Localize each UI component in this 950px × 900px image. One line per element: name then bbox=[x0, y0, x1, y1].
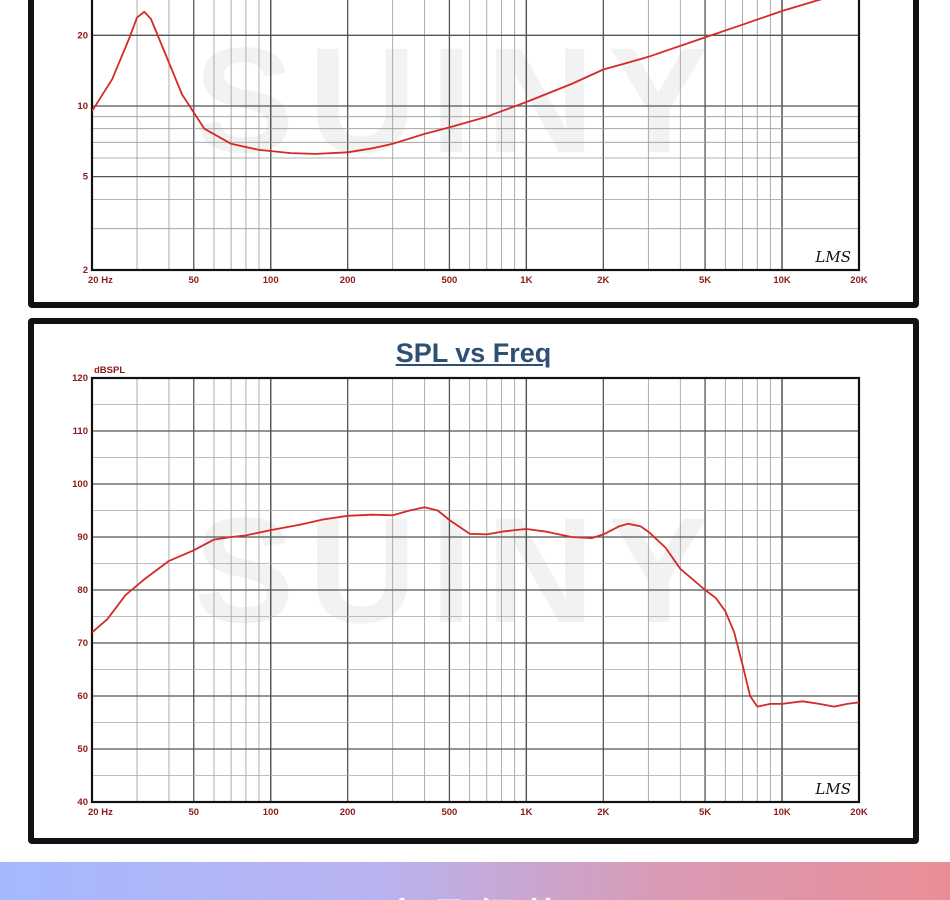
plot-frame bbox=[90, 376, 861, 804]
lms-brand-mark: LMS bbox=[814, 248, 851, 266]
chart-title: SPL vs Freq bbox=[395, 338, 552, 368]
y-tick-label: 100 bbox=[72, 479, 88, 490]
series-line bbox=[92, 506, 859, 708]
x-tick-label: 500 bbox=[441, 275, 457, 286]
impedance-chart-panel: SUINY 20 Hz 50 100 200 500 1K 2K 5K 10K 20K 2 5 10 20… bbox=[28, 0, 919, 308]
y-tick-label: 90 bbox=[77, 532, 88, 543]
y-tick-label: 110 bbox=[73, 426, 88, 437]
plot-frame bbox=[90, 0, 861, 272]
y-tick-label: 80 bbox=[77, 585, 88, 596]
x-tick-label: 100 bbox=[263, 275, 279, 286]
grid bbox=[91, 378, 860, 802]
x-tick-label: 2K bbox=[597, 807, 609, 818]
x-tick-label: 50 bbox=[188, 807, 199, 818]
impedance-chart: 20 Hz 50 100 200 500 1K 2K 5K 10K 20K 2 5 10 20 LMS bbox=[77, 0, 868, 286]
x-tick-label: 100 bbox=[263, 807, 279, 818]
x-tick-label: 10K bbox=[773, 275, 791, 286]
x-tick-label: 2K bbox=[597, 275, 609, 286]
section-banner: 产品细节 bbox=[0, 862, 950, 900]
y-axis-label: dBSPL bbox=[94, 365, 125, 376]
banner-title: 产品细节 bbox=[0, 886, 950, 900]
x-tick-label: 5K bbox=[699, 275, 711, 286]
y-tick-label: 70 bbox=[77, 638, 88, 649]
y-tick-label: 50 bbox=[77, 744, 88, 755]
x-tick-label: 50 bbox=[188, 275, 199, 286]
spl-chart-panel: SUINY SPL vs Freq 20 Hz 50 100 200 500 1K 2K 5K… bbox=[28, 318, 919, 844]
x-tick-label: 1K bbox=[520, 275, 532, 286]
y-tick-label: 2 bbox=[83, 265, 88, 276]
x-tick-label: 20K bbox=[850, 275, 868, 286]
x-tick-label: 200 bbox=[340, 807, 356, 818]
y-tick-label: 20 bbox=[77, 30, 88, 41]
x-tick-label: 200 bbox=[340, 275, 356, 286]
x-tick-label: 20 Hz bbox=[88, 275, 113, 286]
y-tick-label: 5 bbox=[83, 172, 89, 183]
y-tick-label: 60 bbox=[77, 691, 88, 702]
y-tick-label: 40 bbox=[77, 797, 88, 808]
x-tick-label: 5K bbox=[699, 807, 711, 818]
series-line bbox=[92, 0, 822, 155]
y-tick-label: 120 bbox=[72, 373, 88, 384]
lms-brand-mark: LMS bbox=[814, 780, 851, 798]
grid bbox=[91, 0, 860, 270]
x-tick-label: 20 Hz bbox=[88, 807, 113, 818]
x-tick-label: 500 bbox=[441, 807, 457, 818]
y-tick-label: 10 bbox=[77, 101, 88, 112]
x-tick-label: 1K bbox=[520, 807, 532, 818]
x-tick-label: 10K bbox=[773, 807, 791, 818]
x-tick-label: 20K bbox=[850, 807, 868, 818]
spl-chart: 20 Hz 50 100 200 500 1K 2K 5K 10K 20K 40 50 60 70 80 90… bbox=[72, 365, 868, 818]
